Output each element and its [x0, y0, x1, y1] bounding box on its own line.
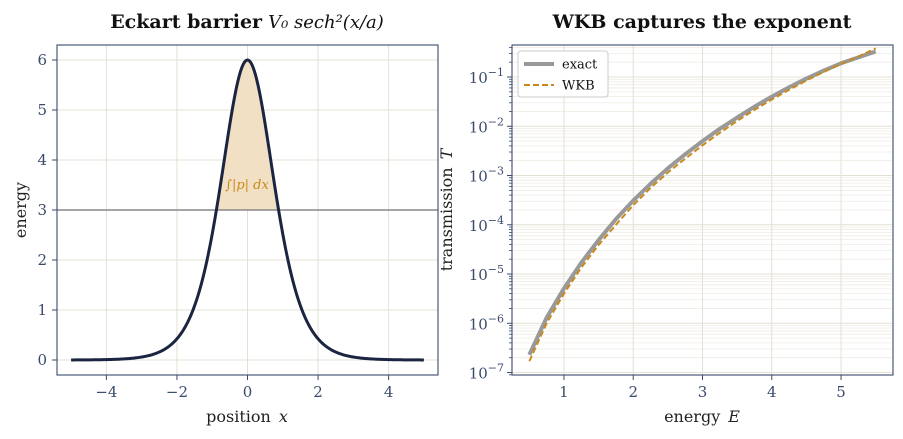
right-ytick-base: 10 [469, 266, 488, 284]
right-ylabel-var: T [437, 147, 456, 159]
right-ytick-label: 10−4 [469, 214, 504, 235]
right-ytick-exponent: −5 [488, 263, 504, 276]
left-ytick-label: 6 [37, 51, 47, 69]
left-ytick-label: 2 [37, 251, 47, 269]
right-xlabel-text: energy [664, 407, 720, 426]
left-title-math: V₀ sech²(x/a) [268, 12, 384, 33]
right-title: WKB captures the exponent [552, 11, 852, 33]
left-xtick-label: −2 [166, 383, 188, 401]
panel-right: WKB captures the exponent 1 2 3 4 510−710−61… [437, 11, 894, 426]
panel-left: Eckart barrier V₀ sech²(x/a) ∫|p| dx −4 −2… [11, 11, 439, 426]
right-xlabel-var: E [727, 407, 740, 426]
right-ytick-exponent: −4 [488, 214, 504, 227]
left-ytick-label: 4 [37, 151, 47, 169]
left-shaded-area [216, 60, 279, 210]
right-ytick-label: 10−2 [469, 115, 504, 136]
left-xtick-label: 2 [313, 383, 323, 401]
right-legend: exact WKB [517, 50, 609, 98]
right-xtick-label: 2 [628, 383, 638, 401]
left-xlabel: position x [206, 407, 288, 426]
right-ytick-base: 10 [469, 315, 488, 333]
right-ytick-base: 10 [469, 168, 488, 186]
right-ytick-exponent: −2 [488, 115, 504, 128]
right-ytick-label: 10−1 [469, 66, 504, 87]
right-xtick-label: 3 [698, 383, 708, 401]
legend-wkb-label: WKB [562, 79, 595, 94]
right-ytick-exponent: −7 [488, 362, 504, 375]
right-series-exact [527, 49, 877, 356]
left-ticks: −4 −2 0 2 4 0 1 2 3 4 5 6 [37, 51, 393, 401]
left-barrier-curve [71, 58, 424, 362]
right-ticks: 1 2 3 4 510−710−610−510−410−310−210−1 [469, 46, 846, 401]
left-integral-annotation: ∫|p| dx [225, 178, 269, 193]
right-xlabel: energy E [664, 407, 740, 426]
left-xlabel-var: x [279, 407, 288, 426]
right-ytick-base: 10 [469, 118, 488, 136]
right-ylabel-text: transmission [437, 167, 456, 271]
right-xtick-label: 5 [836, 383, 846, 401]
right-ytick-label: 10−3 [469, 165, 504, 186]
left-ytick-label: 0 [37, 351, 47, 369]
left-ylabel: energy [11, 182, 30, 238]
left-ytick-label: 3 [37, 201, 47, 219]
right-series-wkb [528, 47, 877, 362]
left-ytick-label: 1 [37, 301, 47, 319]
right-ylabel: transmission T [437, 147, 456, 271]
right-ytick-exponent: −1 [488, 66, 504, 79]
left-xtick-label: 0 [243, 383, 253, 401]
left-title-text: Eckart barrier [110, 11, 263, 33]
right-ytick-base: 10 [469, 69, 488, 87]
legend-exact-label: exact [562, 58, 598, 73]
left-xtick-label: 4 [384, 383, 394, 401]
left-ytick-label: 5 [37, 101, 47, 119]
left-xtick-label: −4 [95, 383, 117, 401]
right-ytick-exponent: −6 [488, 312, 504, 325]
right-ytick-exponent: −3 [488, 165, 504, 178]
left-title: Eckart barrier V₀ sech²(x/a) [110, 11, 384, 33]
left-xlabel-text: position [206, 407, 271, 426]
right-ytick-base: 10 [469, 365, 488, 383]
right-xtick-label: 4 [767, 383, 777, 401]
right-ytick-label: 10−7 [469, 362, 504, 383]
right-xtick-label: 1 [559, 383, 569, 401]
right-ytick-label: 10−5 [469, 263, 504, 284]
right-ytick-base: 10 [469, 217, 488, 235]
right-ytick-label: 10−6 [469, 312, 504, 333]
